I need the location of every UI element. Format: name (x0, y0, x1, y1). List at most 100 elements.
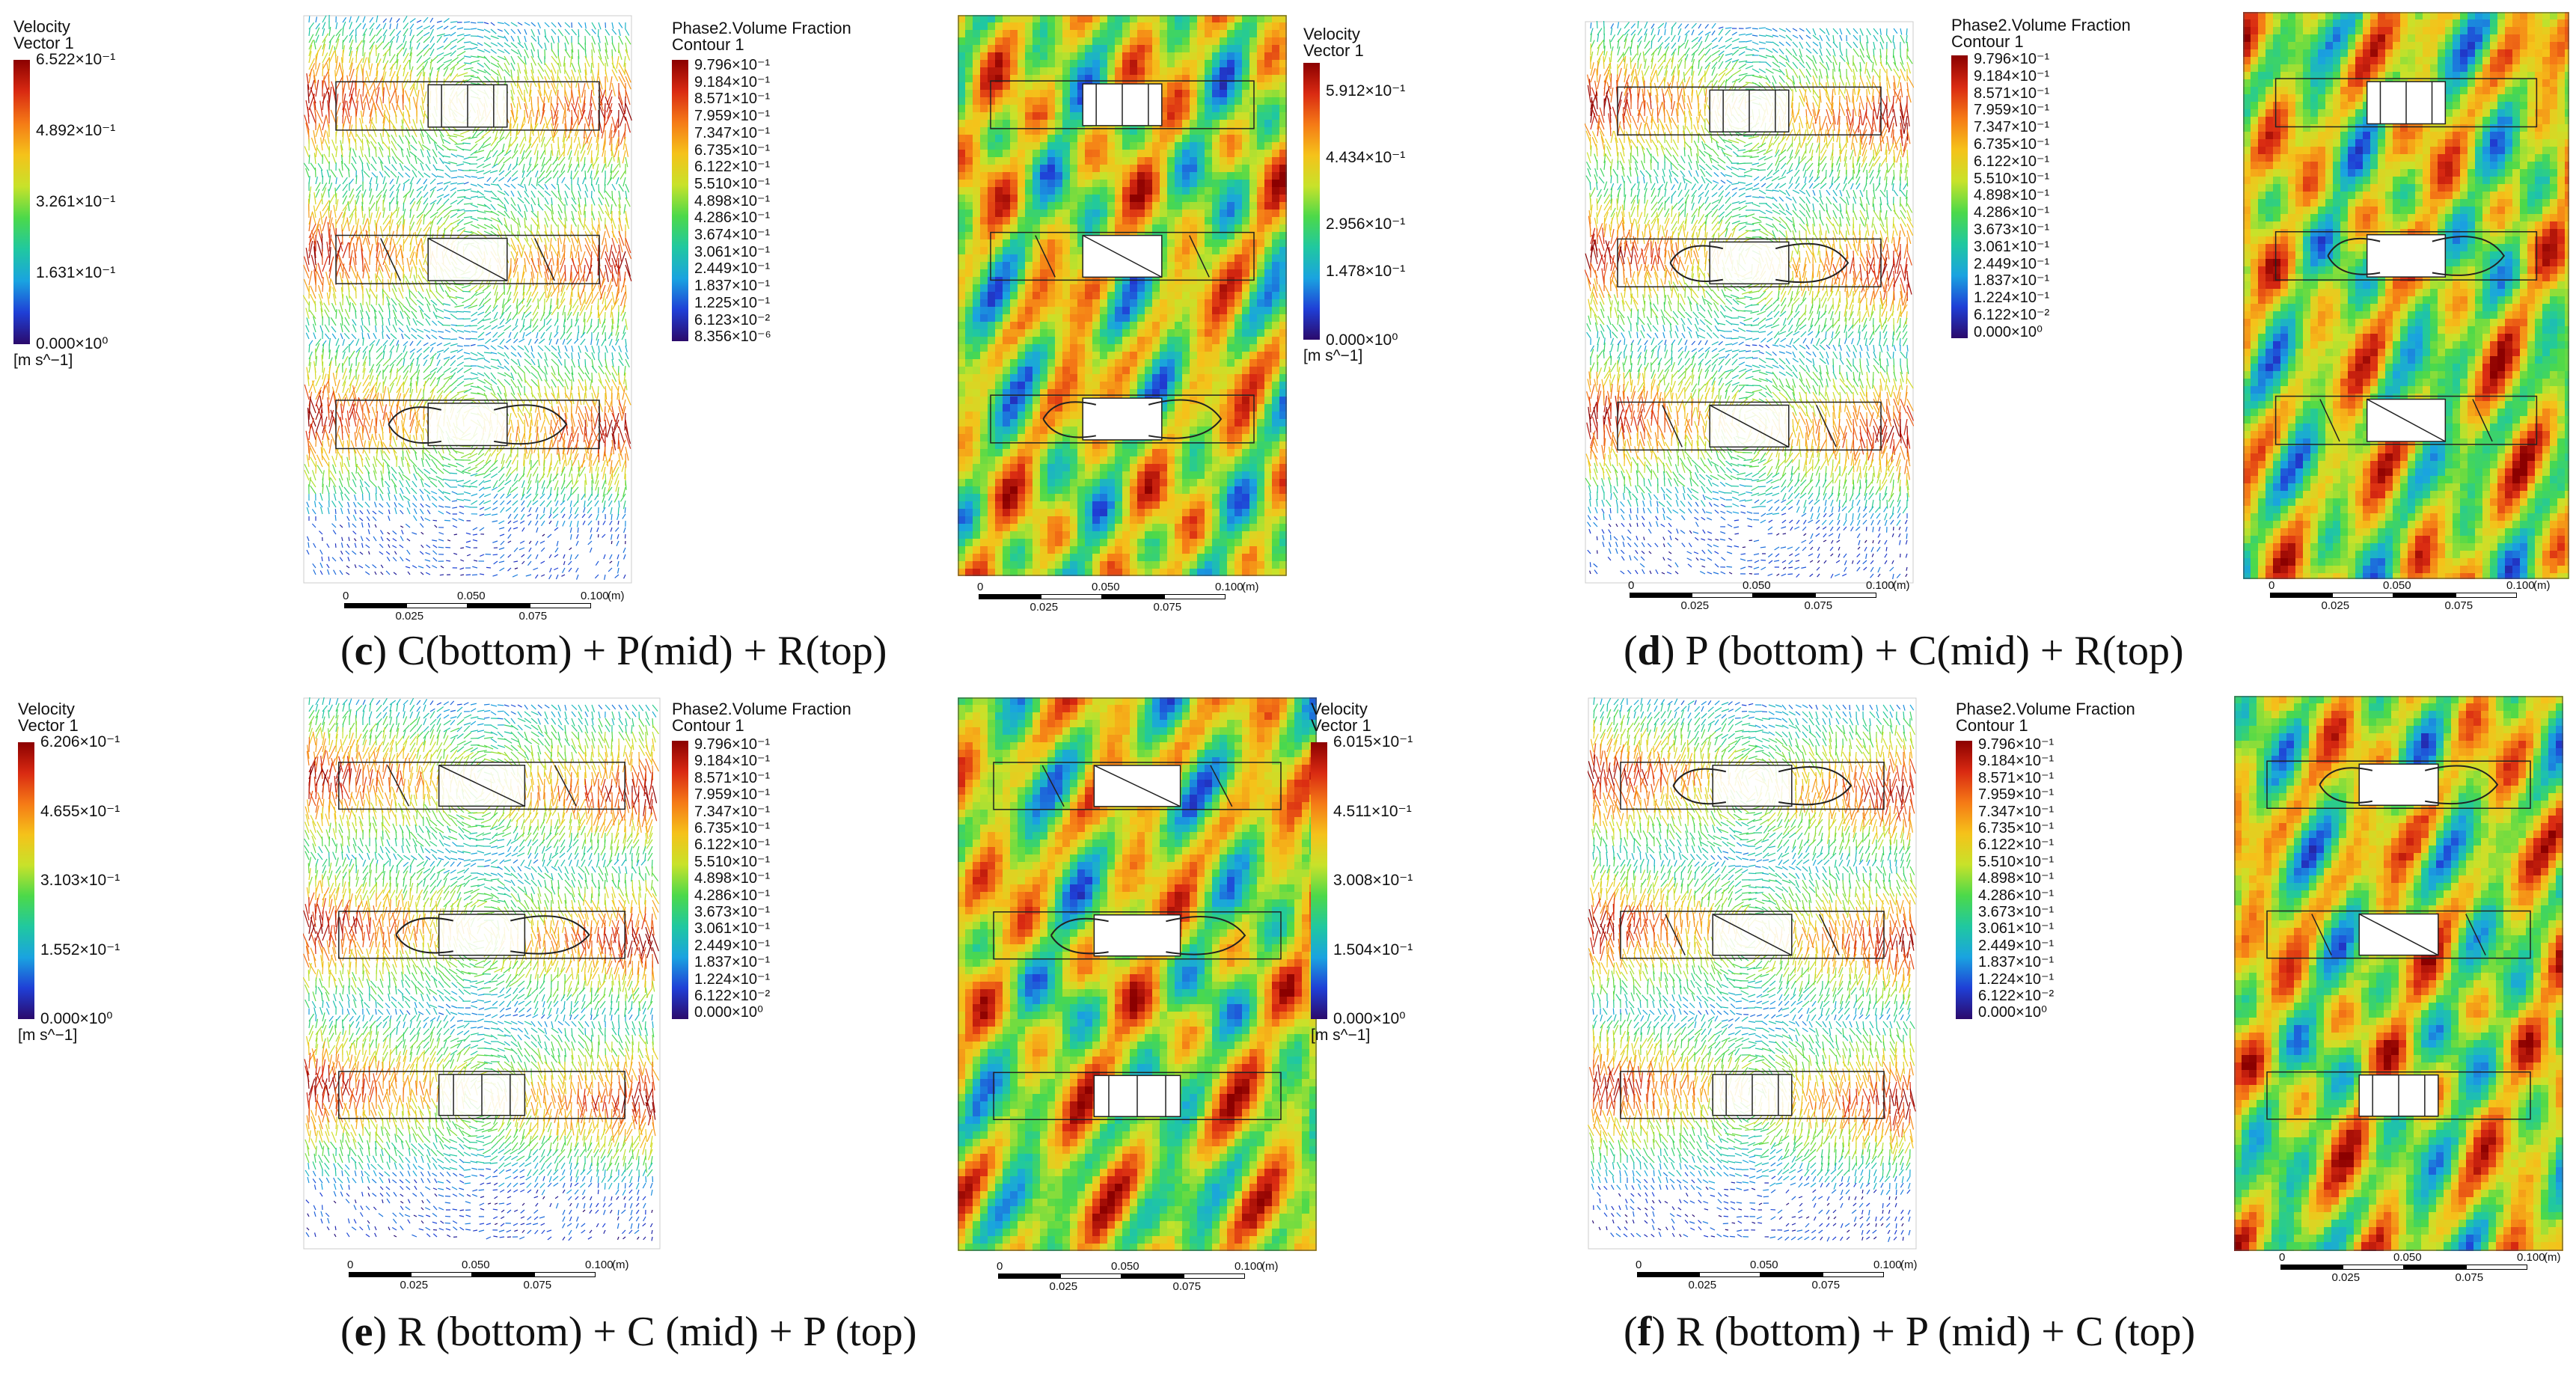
velocity-vector (367, 551, 370, 555)
velocity-vector (429, 189, 435, 198)
contour-cell (1242, 67, 1249, 75)
velocity-vector (490, 55, 500, 63)
contour-cell (1062, 90, 1070, 97)
velocity-vector (361, 138, 364, 151)
contour-cell (1257, 52, 1264, 60)
velocity-vector (518, 156, 525, 166)
velocity-vector (569, 264, 572, 281)
velocity-vector (483, 473, 492, 479)
contour-cell (1220, 22, 1227, 30)
velocity-vector (510, 183, 516, 189)
contour-cell (1032, 75, 1040, 82)
velocity-vector (456, 57, 465, 64)
velocity-vector (322, 256, 328, 272)
velocity-vector (551, 28, 557, 35)
velocity-vector (343, 324, 350, 333)
velocity-vector (557, 197, 565, 207)
contour-cell (1055, 75, 1062, 82)
velocity-vector (406, 462, 411, 474)
velocity-vector (335, 145, 338, 158)
velocity-vector (471, 493, 478, 497)
velocity-vector (517, 62, 521, 74)
contour-cell (1107, 142, 1115, 150)
contour-cell (1070, 60, 1077, 67)
velocity-vector (342, 339, 345, 346)
velocity-vector (406, 538, 411, 542)
velocity-vector (438, 539, 444, 542)
velocity-vector (551, 129, 559, 141)
velocity-vector (587, 439, 593, 453)
contour-cell (980, 105, 988, 112)
velocity-vector (436, 52, 444, 57)
velocity-vector (532, 318, 539, 328)
contour-cell (1010, 202, 1018, 210)
velocity-vector (544, 284, 547, 299)
velocity-vector (365, 456, 370, 468)
velocity-vector (349, 80, 354, 97)
velocity-vector (564, 89, 569, 103)
velocity-vector (450, 177, 458, 179)
contour-cell (1122, 30, 1130, 37)
contour-cell (1077, 67, 1085, 75)
velocity-vector (371, 434, 377, 447)
contour-cell (965, 90, 973, 97)
velocity-vector (497, 352, 505, 357)
velocity-vector (534, 338, 539, 344)
contour-cell (973, 150, 980, 157)
velocity-vector (444, 290, 451, 299)
velocity-vector (625, 49, 631, 61)
velocity-vector (391, 164, 397, 171)
velocity-vector (539, 311, 545, 322)
velocity-vector (346, 217, 350, 232)
velocity-vector (549, 486, 552, 495)
velocity-vector (537, 352, 542, 359)
velocity-vector (618, 379, 625, 392)
contour-cell (1122, 67, 1130, 75)
velocity-vector (308, 423, 311, 441)
contour-cell (1235, 142, 1242, 150)
contour-cell (995, 75, 1003, 82)
velocity-vector (355, 338, 360, 346)
contour-cell (1137, 30, 1145, 37)
velocity-vector (417, 171, 424, 178)
velocity-vector (409, 177, 414, 185)
velocity-vector (597, 298, 599, 311)
velocity-vector (596, 513, 599, 521)
velocity-vector (537, 385, 542, 398)
velocity-vector (612, 170, 619, 180)
velocity-vector (456, 209, 465, 212)
velocity-vector (477, 183, 484, 189)
velocity-vector (591, 291, 599, 305)
velocity-vector (551, 143, 554, 156)
velocity-vector (510, 42, 518, 49)
velocity-vector (328, 92, 330, 111)
velocity-vector (355, 58, 363, 70)
contour-cell (1279, 172, 1287, 180)
velocity-vector (308, 380, 315, 394)
velocity-vector (558, 170, 566, 178)
velocity-vector (557, 69, 559, 82)
velocity-vector (355, 189, 361, 198)
contour-cell (1205, 82, 1212, 90)
contour-cell (1115, 135, 1122, 142)
velocity-vector (517, 345, 524, 351)
velocity-vector (618, 244, 622, 262)
velocity-vector (389, 28, 396, 37)
velocity-vector (315, 386, 322, 400)
velocity-vector (403, 311, 411, 319)
velocity-vector (608, 567, 613, 572)
velocity-vector (409, 41, 412, 50)
contour-cell (1010, 187, 1018, 195)
velocity-vector (364, 481, 370, 488)
velocity-vector (517, 217, 521, 228)
velocity-vector (518, 298, 525, 306)
contour-cell (1205, 112, 1212, 120)
velocity-vector (504, 55, 510, 66)
contour-cell (1130, 165, 1137, 172)
velocity-vector (537, 42, 543, 49)
contour-cell (1249, 112, 1257, 120)
contour-cell (1264, 97, 1272, 105)
velocity-vector (545, 257, 552, 273)
velocity-vector (500, 540, 505, 545)
velocity-vector (530, 136, 539, 148)
